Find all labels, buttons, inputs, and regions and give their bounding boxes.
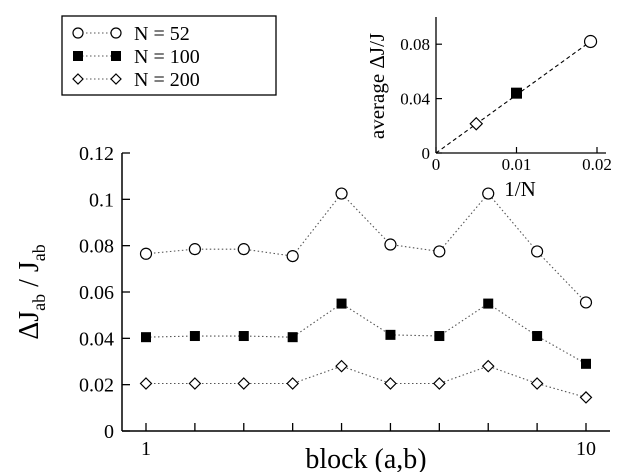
main-y-tick-label: 0.12 (79, 143, 114, 165)
inset-x-tick-label: 0 (432, 155, 441, 174)
data-point (481, 359, 495, 373)
data-point (482, 187, 495, 200)
inset-plot: 0 0.04 0.08 0 0.01 0.02 1/N average ΔJ/J (365, 17, 612, 201)
data-point (384, 238, 397, 251)
inset-data-point (511, 87, 522, 99)
data-point (384, 377, 397, 390)
series-line (145, 302, 587, 365)
series-line (146, 365, 587, 398)
data-point (483, 298, 494, 309)
data-point (139, 247, 153, 260)
series-2 (141, 298, 591, 369)
data-point (188, 377, 202, 390)
main-y-tick-label: 0 (104, 421, 114, 443)
data-point (237, 243, 250, 256)
legend-box (61, 15, 277, 96)
inset-y-tick-label: 0 (422, 144, 431, 163)
data-point (579, 391, 593, 404)
data-point (579, 296, 593, 309)
data-point (139, 377, 153, 390)
inset-x-tick-label: 0.02 (582, 155, 612, 174)
inset-data-point (469, 116, 484, 131)
data-point (385, 329, 396, 340)
inset-x-tick-label: 0.01 (502, 155, 532, 174)
legend-marker (72, 73, 84, 85)
main-y-tick-label: 0.08 (79, 236, 114, 258)
main-y-axis-label: ΔJab / Jab (14, 244, 49, 340)
main-y-tick-label: 0.1 (89, 189, 114, 211)
data-point (286, 249, 299, 263)
data-point (189, 331, 200, 342)
data-point (286, 377, 300, 390)
main-y-tick-label: 0.04 (79, 328, 114, 350)
inset-data-point (583, 34, 598, 49)
legend-marker (72, 27, 84, 39)
legend-marker (111, 51, 121, 61)
inset-fit-line (435, 41, 591, 154)
data-point (434, 331, 445, 342)
inset-y-tick-label: 0.08 (400, 35, 430, 54)
legend-label: N = 100 (134, 46, 200, 68)
data-point (432, 377, 446, 390)
data-point (141, 332, 151, 343)
main-x-tick-label: 10 (576, 438, 596, 460)
data-point (336, 298, 347, 309)
series-3 (139, 359, 593, 404)
data-point (581, 358, 591, 369)
legend-marker (110, 27, 122, 39)
legend-entry: N = 52 (72, 23, 190, 45)
data-point (237, 377, 251, 390)
data-point (531, 245, 544, 258)
legend-marker (73, 51, 83, 61)
main-y-tick-label: 0.06 (79, 282, 114, 304)
main-plot: 0 0.02 0.04 0.06 0.08 0.1 0.12 1 10 block (a,b)… (14, 143, 610, 472)
series-1 (139, 187, 593, 309)
legend-label: N = 52 (134, 23, 190, 45)
data-point (238, 331, 249, 342)
data-point (433, 245, 446, 258)
legend-label: N = 200 (134, 69, 200, 91)
main-x-axis-label: block (a,b) (305, 444, 426, 472)
inset-y-tick-label: 0.04 (400, 90, 430, 109)
data-point (335, 187, 348, 200)
data-point (287, 332, 298, 343)
inset-x-axis-label: 1/N (504, 177, 536, 201)
legend-entry: N = 200 (72, 69, 200, 91)
data-point (532, 331, 543, 342)
inset-y-axis-label: average ΔJ/J (365, 33, 389, 139)
data-point (335, 359, 348, 373)
data-point (188, 243, 201, 256)
data-point (530, 377, 544, 390)
series-line (145, 192, 587, 303)
legend-marker (110, 73, 122, 85)
main-x-tick-label: 1 (141, 438, 151, 460)
legend-entry: N = 100 (73, 46, 200, 68)
main-y-tick-label: 0.02 (79, 375, 114, 397)
